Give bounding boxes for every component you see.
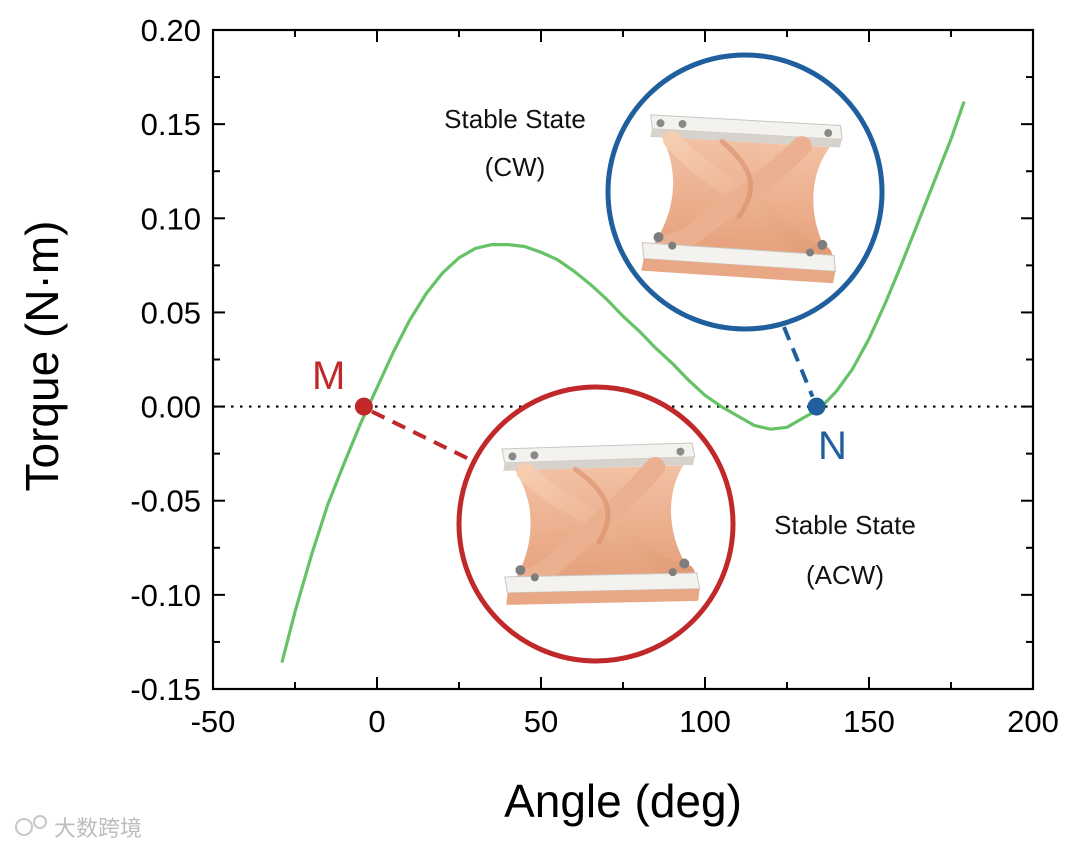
watermark: 大数跨境 <box>15 815 142 841</box>
x-axis-title: Angle (deg) <box>504 775 742 827</box>
point-label-m: M <box>312 354 345 398</box>
annotation-cw-line1: Stable State <box>444 104 586 134</box>
watermark-logo-icon <box>15 818 33 836</box>
axis-ticks: -50 0 50 100 150 200 -0.15 -0.10 -0.05 0.00 0.05 0.… <box>130 13 1059 739</box>
y-tick-label: 0.10 <box>141 201 201 236</box>
inset-photo-acw <box>456 384 736 664</box>
inset-photo-cw <box>605 52 885 332</box>
y-tick-label: -0.05 <box>130 484 201 519</box>
y-tick-label: 0.15 <box>141 107 201 142</box>
y-tick-label: 0.20 <box>141 13 201 48</box>
y-tick-label: -0.15 <box>130 672 201 707</box>
annotation-cw-line2: (CW) <box>485 152 546 182</box>
annotation-acw-line1: Stable State <box>774 510 916 540</box>
y-axis-title: Torque (N·m) <box>16 221 68 492</box>
point-label-n: N <box>818 424 847 468</box>
y-tick-label: 0.05 <box>141 295 201 330</box>
annotation-acw-line2: (ACW) <box>806 560 884 590</box>
point-marker-m <box>354 397 373 416</box>
x-tick-label: -50 <box>191 704 236 739</box>
x-tick-label: 0 <box>368 704 385 739</box>
x-tick-label: 50 <box>524 704 558 739</box>
y-tick-label: -0.10 <box>130 578 201 613</box>
inset-circle-acw <box>456 384 736 664</box>
connector-line-m <box>371 409 474 463</box>
watermark-text: 大数跨境 <box>54 816 142 841</box>
connector-line-n <box>782 326 815 398</box>
y-tick-label: 0.00 <box>141 390 201 425</box>
point-marker-n <box>807 397 826 416</box>
series-line-torque <box>280 100 966 663</box>
x-tick-label: 100 <box>679 704 731 739</box>
x-tick-label: 200 <box>1007 704 1059 739</box>
watermark-logo-icon-2 <box>33 815 47 829</box>
x-tick-label: 150 <box>843 704 895 739</box>
inset-circle-cw <box>605 52 885 332</box>
